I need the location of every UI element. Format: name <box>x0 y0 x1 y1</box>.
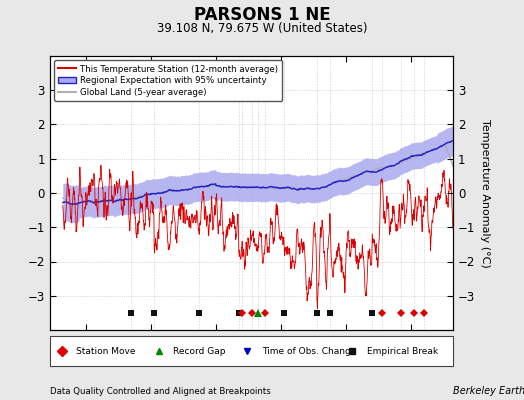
Text: Record Gap: Record Gap <box>173 346 225 356</box>
Text: Time of Obs. Change: Time of Obs. Change <box>261 346 356 356</box>
Legend: This Temperature Station (12-month average), Regional Expectation with 95% uncer: This Temperature Station (12-month avera… <box>54 60 282 101</box>
Text: Empirical Break: Empirical Break <box>366 346 438 356</box>
Text: 39.108 N, 79.675 W (United States): 39.108 N, 79.675 W (United States) <box>157 22 367 35</box>
Text: Data Quality Controlled and Aligned at Breakpoints: Data Quality Controlled and Aligned at B… <box>50 387 270 396</box>
Text: Berkeley Earth: Berkeley Earth <box>453 386 524 396</box>
Y-axis label: Temperature Anomaly (°C): Temperature Anomaly (°C) <box>479 119 489 267</box>
Text: Station Move: Station Move <box>76 346 136 356</box>
Text: PARSONS 1 NE: PARSONS 1 NE <box>194 6 330 24</box>
